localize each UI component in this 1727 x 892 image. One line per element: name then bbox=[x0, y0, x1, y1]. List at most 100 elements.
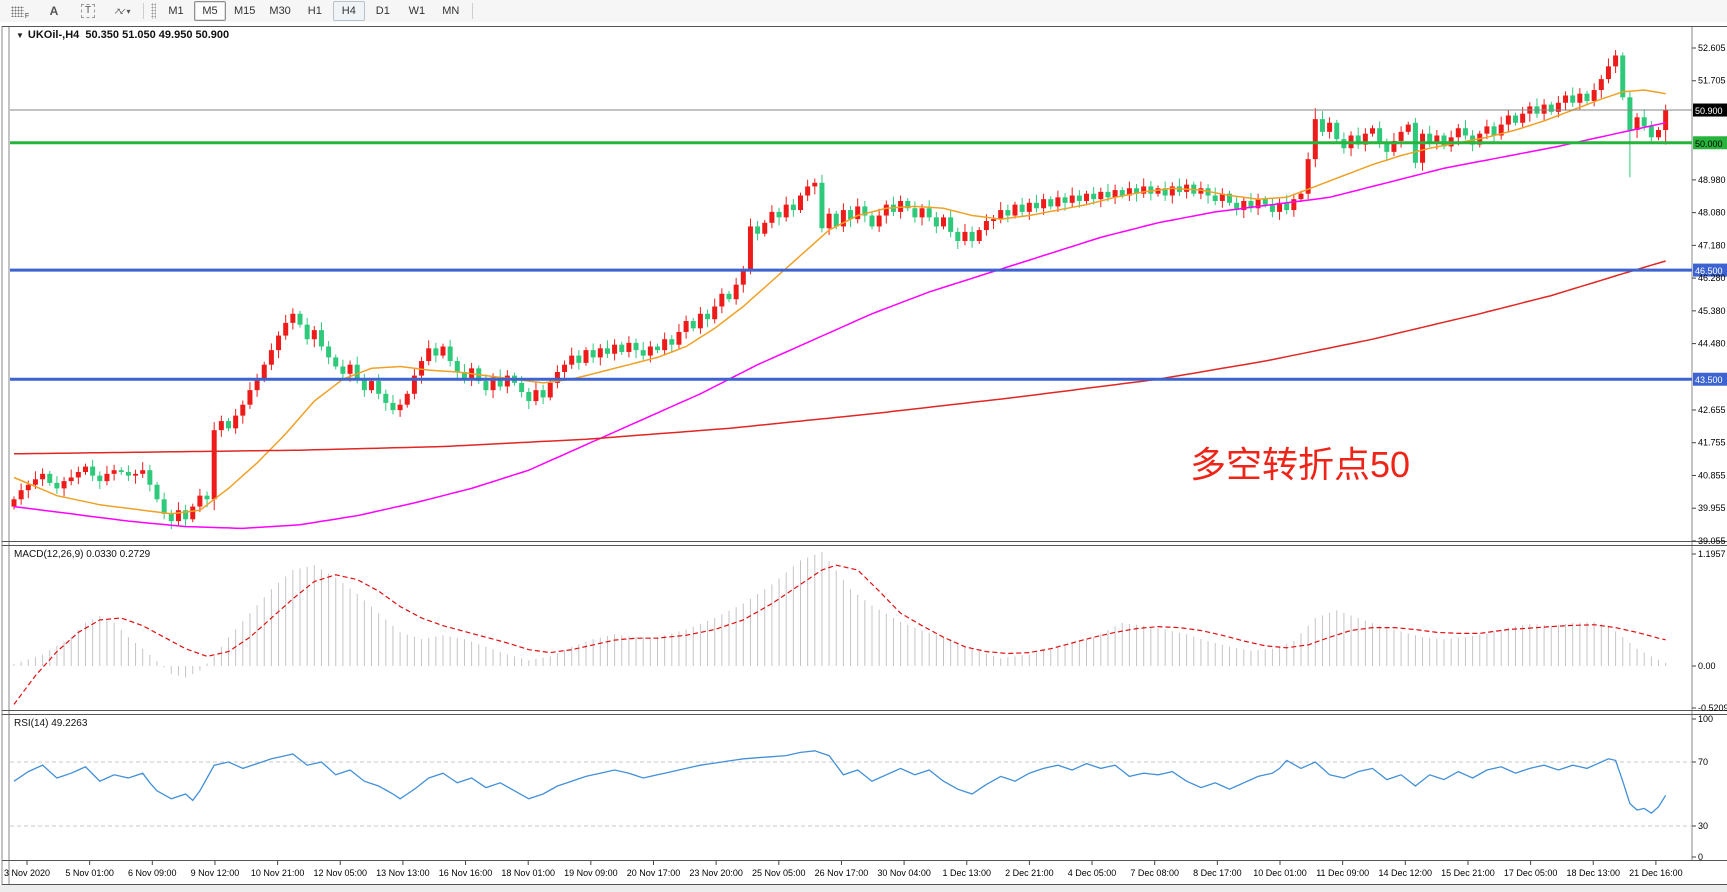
candle-body bbox=[1377, 128, 1383, 143]
candle-body bbox=[576, 355, 582, 363]
candle-body bbox=[705, 313, 711, 320]
candle-body bbox=[268, 350, 274, 365]
candle-body bbox=[504, 375, 510, 387]
candle-body bbox=[569, 355, 575, 365]
timeframe-m15[interactable]: M15 bbox=[234, 5, 256, 17]
candle-body bbox=[183, 510, 189, 520]
templates-grid-button[interactable]: F bbox=[4, 1, 36, 21]
toolbar-drag-handle[interactable] bbox=[151, 3, 156, 19]
x-axis-date-label: 2 Dec 21:00 bbox=[1005, 868, 1054, 878]
candle-body bbox=[647, 346, 653, 356]
rsi-axis-label: 70 bbox=[1698, 757, 1708, 767]
candle-body bbox=[276, 335, 282, 351]
candle-body bbox=[933, 217, 939, 227]
candle-body bbox=[755, 226, 761, 234]
text-box-button[interactable]: T bbox=[72, 1, 104, 21]
candle-body bbox=[976, 230, 982, 241]
candle-body bbox=[1555, 102, 1561, 112]
macd-axis-label: 0.00 bbox=[1698, 661, 1716, 671]
timeframe-h4[interactable]: H4 bbox=[332, 1, 365, 21]
candle-body bbox=[1656, 130, 1661, 138]
timeframe-m1[interactable]: M1 bbox=[168, 5, 184, 17]
candle-body bbox=[1663, 110, 1669, 131]
x-axis-date-label: 10 Nov 21:00 bbox=[251, 868, 305, 878]
x-axis-date-label: 26 Nov 17:00 bbox=[815, 868, 869, 878]
price-badge-label: 50.900 bbox=[1695, 106, 1723, 116]
candle-body bbox=[226, 421, 231, 429]
candle-body bbox=[762, 222, 768, 234]
candle-body bbox=[969, 231, 975, 241]
candle-body bbox=[1563, 95, 1569, 103]
candle-body bbox=[111, 470, 117, 474]
x-axis-date-label: 14 Dec 12:00 bbox=[1379, 868, 1433, 878]
candle-body bbox=[1105, 191, 1111, 198]
candle-body bbox=[1084, 193, 1089, 201]
timeframe-h1[interactable]: H1 bbox=[307, 5, 322, 17]
candle-body bbox=[1091, 193, 1097, 200]
candle-body bbox=[1227, 193, 1232, 203]
y-axis-tick-label: 40.855 bbox=[1698, 470, 1726, 480]
timeframe-m30[interactable]: M30 bbox=[269, 5, 291, 17]
price-badge bbox=[1693, 103, 1727, 117]
x-axis-date-label: 18 Dec 13:00 bbox=[1566, 868, 1620, 878]
candle-body bbox=[533, 390, 539, 402]
candle-body bbox=[61, 481, 67, 489]
candle-body bbox=[1520, 113, 1526, 123]
text-label-button[interactable]: A bbox=[38, 1, 70, 21]
candle-body bbox=[712, 306, 718, 320]
timeframe-mn[interactable]: MN bbox=[442, 5, 460, 17]
candle-body bbox=[962, 231, 968, 241]
candle-body bbox=[433, 348, 439, 356]
x-axis-date-label: 20 Nov 17:00 bbox=[627, 868, 681, 878]
candle-body bbox=[769, 211, 775, 223]
y-axis-tick-label: 42.655 bbox=[1698, 405, 1726, 415]
candle-body bbox=[118, 470, 124, 473]
candle-body bbox=[876, 215, 882, 227]
candle-body bbox=[604, 348, 610, 354]
candle-body bbox=[1098, 191, 1104, 200]
candle-body bbox=[991, 219, 997, 221]
candle-body bbox=[454, 361, 460, 372]
rsi-axis-label: 100 bbox=[1698, 714, 1713, 724]
candle-body bbox=[140, 470, 146, 474]
candle-body bbox=[147, 470, 153, 485]
y-axis-tick-label: 46.280 bbox=[1698, 273, 1726, 283]
candle-body bbox=[304, 324, 310, 340]
candle-body bbox=[168, 513, 174, 522]
timeframe-d1[interactable]: D1 bbox=[375, 5, 390, 17]
candle-body bbox=[1134, 188, 1140, 194]
candle-body bbox=[1155, 188, 1161, 194]
candle-body bbox=[211, 430, 217, 500]
candle-body bbox=[819, 182, 825, 229]
candle-body bbox=[805, 186, 811, 196]
cursor-arrows-button[interactable]: ↗↙ ▾ bbox=[106, 1, 138, 21]
candle-body bbox=[526, 391, 532, 402]
candle-body bbox=[519, 382, 525, 392]
candle-body bbox=[1241, 200, 1247, 211]
candle-body bbox=[297, 313, 303, 325]
candle-body bbox=[361, 379, 367, 391]
x-axis-date-label: 16 Nov 16:00 bbox=[439, 868, 493, 878]
timeframe-m5[interactable]: M5 bbox=[194, 1, 226, 21]
candle-body bbox=[1405, 124, 1411, 132]
candle-body bbox=[1641, 117, 1647, 127]
candle-body bbox=[54, 482, 60, 489]
candle-body bbox=[1112, 190, 1118, 198]
x-axis-date-label: 5 Nov 01:00 bbox=[65, 868, 114, 878]
candle-body bbox=[1291, 199, 1297, 211]
candle-body bbox=[1019, 204, 1025, 212]
candle-body bbox=[311, 330, 317, 340]
y-axis-tick-label: 51.705 bbox=[1698, 76, 1726, 86]
price-badge bbox=[1693, 263, 1727, 277]
candle-body bbox=[540, 390, 546, 398]
candle-body bbox=[1234, 202, 1240, 211]
candle-body bbox=[812, 182, 818, 187]
rsi-axis-label: 0 bbox=[1698, 852, 1703, 862]
timeframe-w1[interactable]: W1 bbox=[408, 5, 426, 17]
candle-body bbox=[326, 346, 332, 358]
candle-body bbox=[726, 293, 732, 300]
candle-body bbox=[1255, 199, 1261, 209]
candle-body bbox=[1384, 142, 1390, 152]
y-axis-tick-label: 39.055 bbox=[1698, 536, 1726, 546]
